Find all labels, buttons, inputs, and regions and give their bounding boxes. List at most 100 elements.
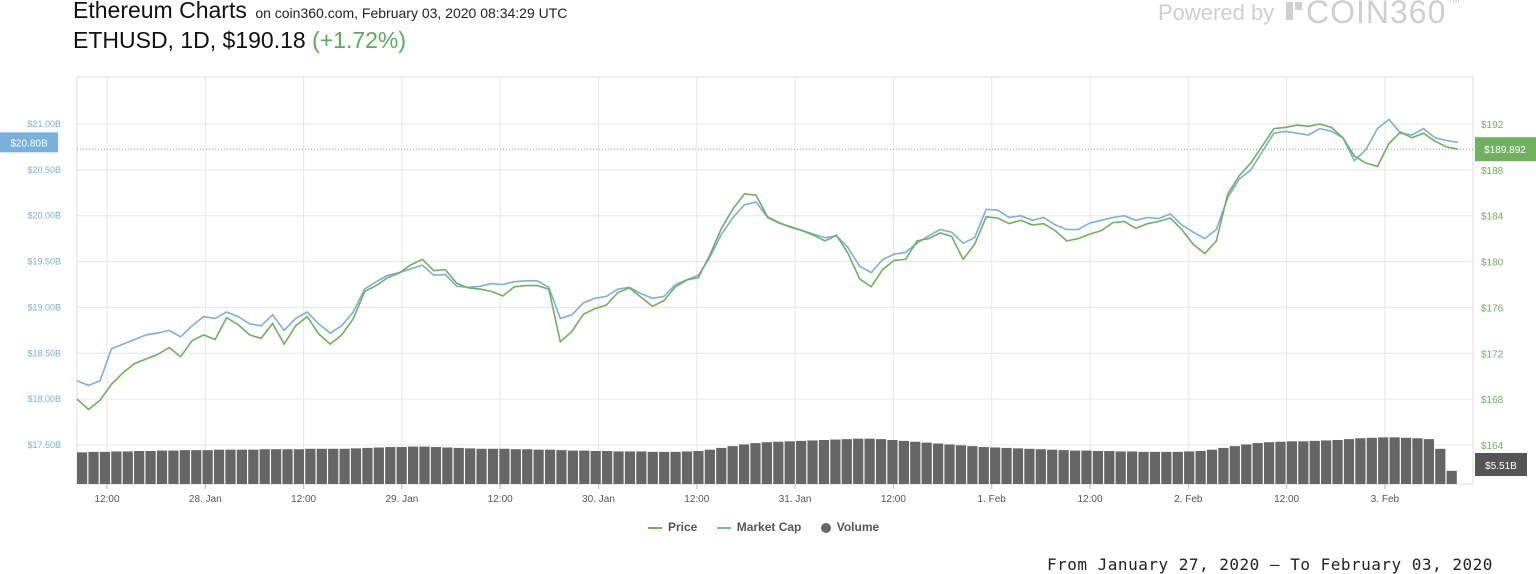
volume-bar bbox=[1035, 449, 1046, 484]
volume-bar bbox=[887, 440, 898, 484]
volume-bar bbox=[282, 449, 293, 484]
volume-bar bbox=[727, 446, 738, 484]
chart-legend: Price Market Cap Volume bbox=[648, 520, 895, 534]
chart-title: Ethereum Charts bbox=[73, 0, 247, 23]
volume-bar bbox=[955, 445, 967, 484]
legend-item-market-cap[interactable]: Market Cap bbox=[716, 520, 802, 534]
volume-bar bbox=[122, 451, 133, 484]
left-current-label: $20.80B bbox=[10, 138, 48, 149]
volume-bar bbox=[875, 439, 887, 484]
left-axis-label: $19.00B bbox=[27, 302, 61, 312]
volume-bar bbox=[761, 442, 773, 484]
volume-bar bbox=[1241, 444, 1252, 484]
volume-bar bbox=[1115, 451, 1126, 484]
volume-bar bbox=[225, 449, 236, 484]
right-axis-label: $176 bbox=[1481, 303, 1504, 314]
x-tick-label: 3. Feb bbox=[1371, 494, 1400, 505]
volume-bar bbox=[704, 449, 715, 484]
left-axis-label: $18.50B bbox=[27, 348, 61, 358]
volume-bar bbox=[773, 441, 784, 484]
right-axis-label: $188 bbox=[1481, 166, 1504, 177]
volume-bar bbox=[1092, 451, 1103, 484]
volume-bar bbox=[1127, 451, 1138, 484]
volume-bar bbox=[168, 450, 179, 484]
volume-bar bbox=[430, 447, 442, 484]
right-axis-label: $192 bbox=[1481, 120, 1504, 131]
legend-item-price[interactable]: Price bbox=[648, 520, 697, 534]
volume-bar bbox=[1081, 450, 1092, 484]
volume-bar bbox=[1435, 448, 1446, 484]
volume-bar bbox=[1172, 451, 1183, 484]
volume-bar bbox=[1206, 449, 1218, 484]
right-axis-label: $168 bbox=[1481, 395, 1504, 406]
volume-bar bbox=[1286, 441, 1298, 484]
volume-bar bbox=[88, 451, 99, 484]
right-axis-label: $172 bbox=[1481, 349, 1504, 360]
volume-bar bbox=[1104, 451, 1115, 484]
ticker-line: ETHUSD, 1D, $190.18 (+1.72%) bbox=[73, 27, 406, 54]
left-axis-label: $20.00B bbox=[27, 211, 61, 221]
volume-bar bbox=[647, 451, 658, 484]
x-tick-label: 28. Jan bbox=[189, 494, 222, 505]
volume-bar bbox=[316, 448, 327, 484]
x-tick-label: 12:00 bbox=[881, 494, 906, 505]
volume-bar bbox=[1400, 437, 1412, 484]
volume-bar bbox=[453, 447, 464, 484]
volume-bar bbox=[1355, 438, 1366, 484]
volume-bar bbox=[1184, 451, 1195, 484]
volume-bar bbox=[1252, 443, 1263, 484]
powered-by-text: Powered by bbox=[1158, 0, 1275, 25]
right-axis-label: $180 bbox=[1481, 258, 1504, 269]
volume-badge bbox=[1475, 453, 1527, 476]
volume-bar bbox=[1321, 440, 1332, 484]
volume-bar bbox=[659, 451, 670, 484]
volume-bar bbox=[1275, 441, 1286, 484]
volume-bar bbox=[271, 449, 282, 484]
grid-layer bbox=[76, 76, 1474, 485]
volume-bar bbox=[602, 451, 613, 484]
volume-bar bbox=[1446, 470, 1457, 484]
volume-bar bbox=[419, 446, 430, 484]
volume-bar bbox=[407, 446, 419, 484]
volume-bar bbox=[396, 447, 407, 484]
volume-bar bbox=[1012, 448, 1024, 484]
volume-bar bbox=[134, 451, 145, 484]
volume-bar bbox=[156, 450, 168, 484]
volume-bar bbox=[921, 442, 932, 484]
x-tick-label: 29. Jan bbox=[385, 494, 418, 505]
x-tick-label: 12:00 bbox=[684, 494, 709, 505]
x-tick-label: 2. Feb bbox=[1174, 494, 1203, 505]
left-axis-label: $17.50B bbox=[27, 440, 61, 450]
legend-item-volume[interactable]: Volume bbox=[820, 520, 880, 534]
volume-label: $5.51B bbox=[1485, 461, 1517, 472]
volume-bar bbox=[738, 444, 750, 484]
left-axis-label: $21.00B bbox=[27, 119, 61, 129]
legend-label-volume: Volume bbox=[836, 520, 880, 534]
volume-bar bbox=[533, 449, 544, 484]
volume-bar bbox=[236, 449, 247, 484]
volume-bar bbox=[1389, 437, 1400, 484]
volume-bar bbox=[556, 450, 567, 484]
volume-bar bbox=[978, 447, 989, 484]
volume-bar bbox=[1149, 451, 1161, 484]
legend-label-price: Price bbox=[668, 520, 698, 534]
volume-bar bbox=[1423, 439, 1434, 484]
volume-bar bbox=[465, 448, 476, 484]
volume-bar bbox=[328, 448, 339, 484]
volume-bar bbox=[841, 439, 852, 484]
volume-bar bbox=[716, 447, 727, 484]
x-tick-label: 12:00 bbox=[1077, 494, 1102, 505]
legend-label-market-cap: Market Cap bbox=[736, 520, 802, 534]
volume-bar bbox=[944, 444, 955, 484]
volume-bar bbox=[1343, 439, 1355, 484]
volume-bar bbox=[624, 451, 636, 484]
legend-swatch-market-cap bbox=[716, 526, 731, 529]
right-axis-label: $184 bbox=[1481, 212, 1504, 223]
brand-logo: COIN360™ bbox=[1306, 0, 1461, 31]
volume-bar bbox=[145, 451, 156, 484]
volume-bar bbox=[476, 448, 487, 484]
ticker-symbol: ETHUSD, 1D, bbox=[73, 27, 217, 53]
right-current-label: $189.892 bbox=[1484, 145, 1526, 156]
ticker-price: $190.18 bbox=[222, 27, 306, 53]
volume-bar bbox=[259, 449, 270, 484]
